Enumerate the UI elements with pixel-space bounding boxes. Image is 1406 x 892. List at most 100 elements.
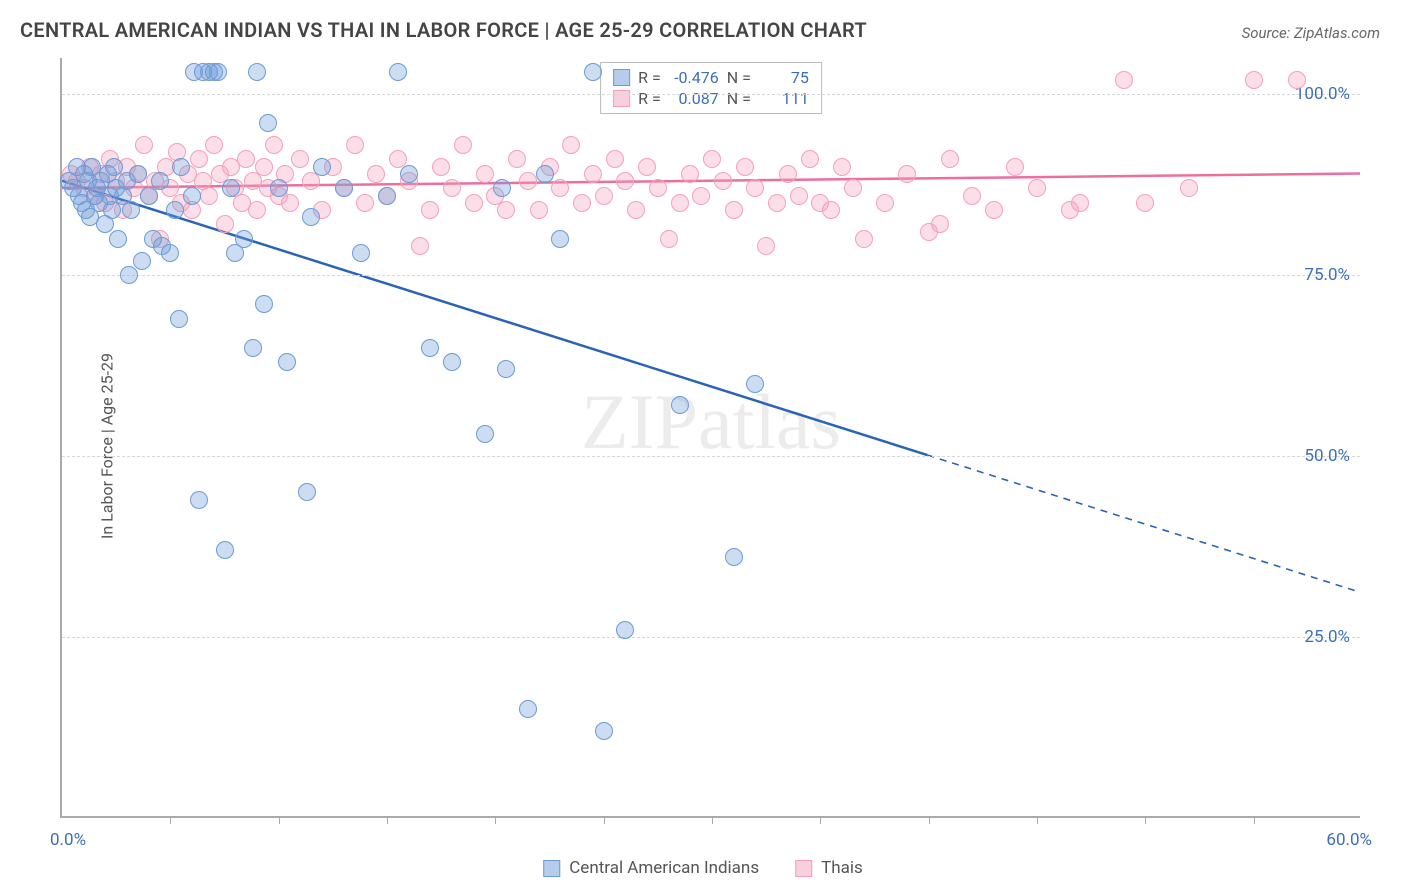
scatter-point-blue (493, 179, 511, 197)
scatter-point-pink (1071, 194, 1089, 212)
scatter-point-blue (161, 244, 179, 262)
scatter-point-pink (627, 201, 645, 219)
scatter-point-blue (352, 244, 370, 262)
swatch-blue-icon (613, 69, 630, 86)
r-value-pink: 0.087 (669, 89, 719, 108)
scatter-point-blue (536, 165, 554, 183)
scatter-point-pink (833, 158, 851, 176)
scatter-point-pink (855, 230, 873, 248)
scatter-point-pink (216, 215, 234, 233)
scatter-point-blue (259, 114, 277, 132)
scatter-point-pink (671, 194, 689, 212)
scatter-point-pink (190, 150, 208, 168)
scatter-point-blue (270, 179, 288, 197)
scatter-point-pink (530, 201, 548, 219)
scatter-point-pink (135, 136, 153, 154)
scatter-point-blue (389, 63, 407, 81)
scatter-point-pink (606, 150, 624, 168)
scatter-point-pink (1288, 71, 1306, 89)
scatter-point-pink (205, 136, 223, 154)
scatter-point-pink (844, 179, 862, 197)
scatter-point-pink (757, 237, 775, 255)
scatter-point-blue (120, 266, 138, 284)
scatter-point-pink (465, 194, 483, 212)
x-tick (712, 816, 713, 824)
watermark-text: ZIPatlas (581, 377, 841, 467)
x-tick (279, 816, 280, 824)
series-legend: Central American Indians Thais (543, 858, 863, 878)
scatter-point-blue (302, 208, 320, 226)
scatter-point-pink (1115, 71, 1133, 89)
scatter-point-pink (200, 187, 218, 205)
scatter-point-pink (367, 165, 385, 183)
x-tick (604, 816, 605, 824)
scatter-point-pink (281, 194, 299, 212)
x-tick (495, 816, 496, 824)
gridline (62, 94, 1360, 95)
scatter-point-pink (692, 187, 710, 205)
scatter-point-pink (346, 136, 364, 154)
scatter-point-pink (595, 187, 613, 205)
x-tick (1254, 816, 1255, 824)
x-tick (929, 816, 930, 824)
scatter-point-pink (801, 150, 819, 168)
scatter-point-blue (209, 63, 227, 81)
x-axis-min-label: 0.0% (50, 830, 86, 850)
scatter-point-blue (421, 339, 439, 357)
scatter-point-pink (931, 215, 949, 233)
scatter-point-blue (248, 63, 266, 81)
r-value-blue: -0.476 (669, 68, 719, 87)
scatter-point-pink (421, 201, 439, 219)
scatter-point-pink (768, 194, 786, 212)
scatter-point-blue (244, 339, 262, 357)
scatter-point-pink (508, 150, 526, 168)
scatter-point-pink (963, 187, 981, 205)
x-tick (1145, 816, 1146, 824)
scatter-point-blue (746, 375, 764, 393)
scatter-point-pink (898, 165, 916, 183)
scatter-point-pink (573, 194, 591, 212)
scatter-point-blue (400, 165, 418, 183)
scatter-point-pink (746, 179, 764, 197)
scatter-point-pink (411, 237, 429, 255)
scatter-point-pink (790, 187, 808, 205)
scatter-point-blue (151, 172, 169, 190)
scatter-point-pink (248, 201, 266, 219)
stats-row-blue: R = -0.476 N = 75 (613, 67, 809, 88)
scatter-point-pink (443, 179, 461, 197)
scatter-point-blue (235, 230, 253, 248)
scatter-point-pink (681, 165, 699, 183)
scatter-point-pink (822, 201, 840, 219)
scatter-point-blue (172, 158, 190, 176)
scatter-point-pink (454, 136, 472, 154)
trend-line (927, 455, 1360, 592)
x-tick (387, 816, 388, 824)
chart-container: CENTRAL AMERICAN INDIAN VS THAI IN LABOR… (0, 0, 1406, 892)
n-label: N = (727, 89, 751, 108)
scatter-point-pink (779, 165, 797, 183)
scatter-point-blue (133, 252, 151, 270)
scatter-point-pink (562, 136, 580, 154)
y-tick-label: 50.0% (1304, 446, 1350, 466)
scatter-point-blue (378, 187, 396, 205)
x-tick (820, 816, 821, 824)
swatch-blue-icon (543, 860, 560, 877)
scatter-point-blue (671, 396, 689, 414)
scatter-point-blue (122, 201, 140, 219)
scatter-point-pink (1245, 71, 1263, 89)
scatter-point-pink (638, 158, 656, 176)
scatter-point-pink (432, 158, 450, 176)
y-tick-label: 100.0% (1295, 84, 1350, 104)
n-label: N = (727, 68, 751, 87)
scatter-point-pink (985, 201, 1003, 219)
scatter-point-blue (335, 179, 353, 197)
scatter-point-pink (265, 136, 283, 154)
scatter-point-pink (703, 150, 721, 168)
scatter-point-pink (255, 158, 273, 176)
x-tick (1037, 816, 1038, 824)
gridline (62, 637, 1360, 638)
scatter-point-pink (649, 179, 667, 197)
y-tick-label: 75.0% (1304, 265, 1350, 285)
legend-item-pink: Thais (795, 858, 863, 878)
scatter-point-blue (278, 353, 296, 371)
